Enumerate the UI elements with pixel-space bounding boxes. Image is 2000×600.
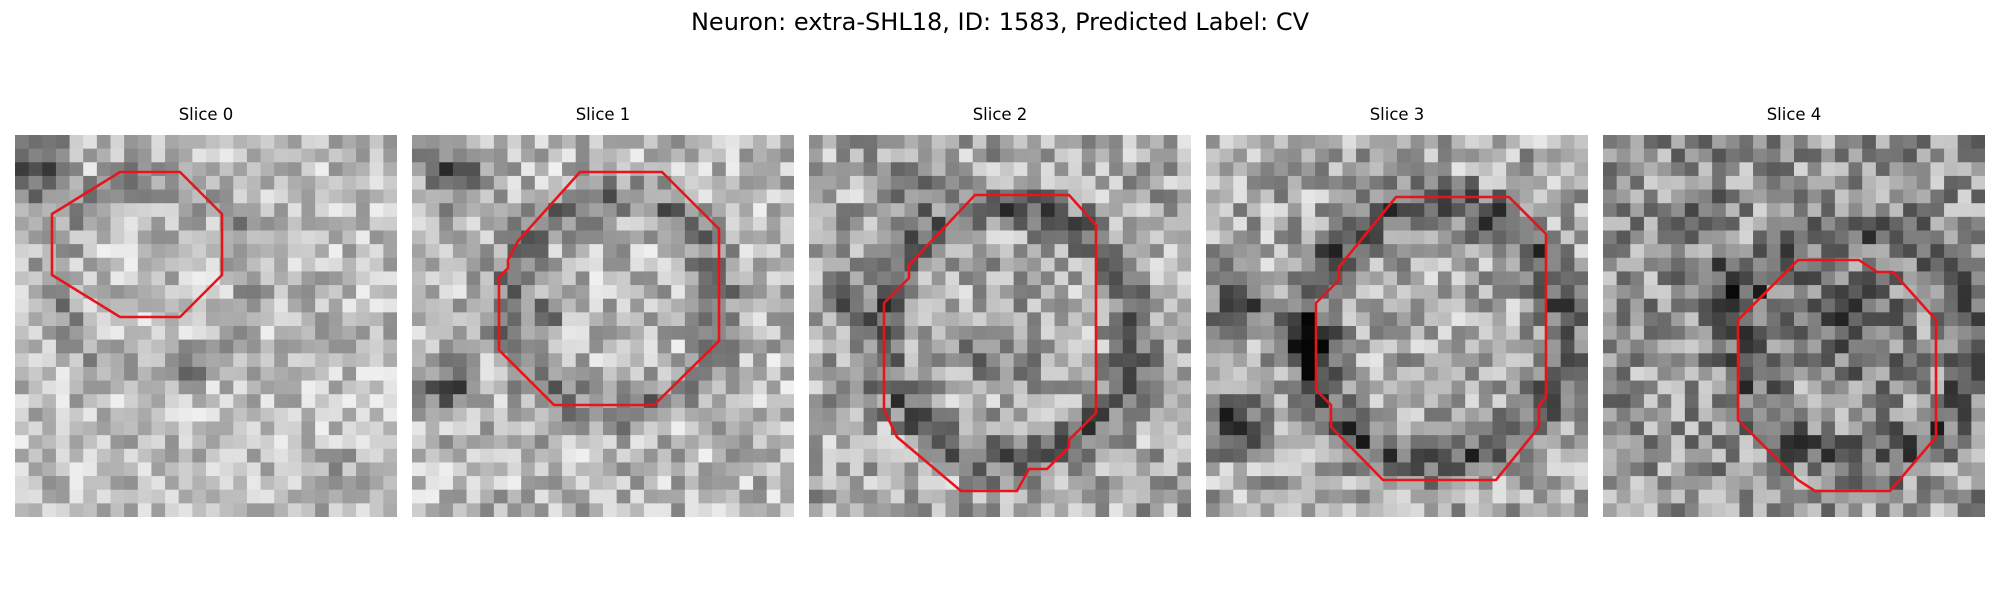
slice-title-0: Slice 0 xyxy=(178,105,234,124)
slice-image-0 xyxy=(15,135,397,517)
roi-outline xyxy=(50,170,224,319)
pixel-grid xyxy=(1206,135,1588,517)
slice-title-4: Slice 4 xyxy=(1766,105,1822,124)
figure-title: Neuron: extra-SHL18, ID: 1583, Predicted… xyxy=(690,8,1310,36)
slice-image-2 xyxy=(809,135,1191,517)
roi-outline xyxy=(497,170,721,407)
pixel-grid xyxy=(412,135,794,517)
roi-outline xyxy=(1736,258,1938,493)
slice-image-4 xyxy=(1603,135,1985,517)
roi-outline xyxy=(882,193,1098,493)
pixel-grid xyxy=(1603,135,1985,517)
slice-title-1: Slice 1 xyxy=(575,105,631,124)
slice-image-1 xyxy=(412,135,794,517)
slice-title-2: Slice 2 xyxy=(972,105,1028,124)
pixel-grid xyxy=(15,135,397,517)
roi-outline xyxy=(1314,195,1548,482)
slice-title-3: Slice 3 xyxy=(1369,105,1425,124)
slice-image-3 xyxy=(1206,135,1588,517)
pixel-grid xyxy=(809,135,1191,517)
